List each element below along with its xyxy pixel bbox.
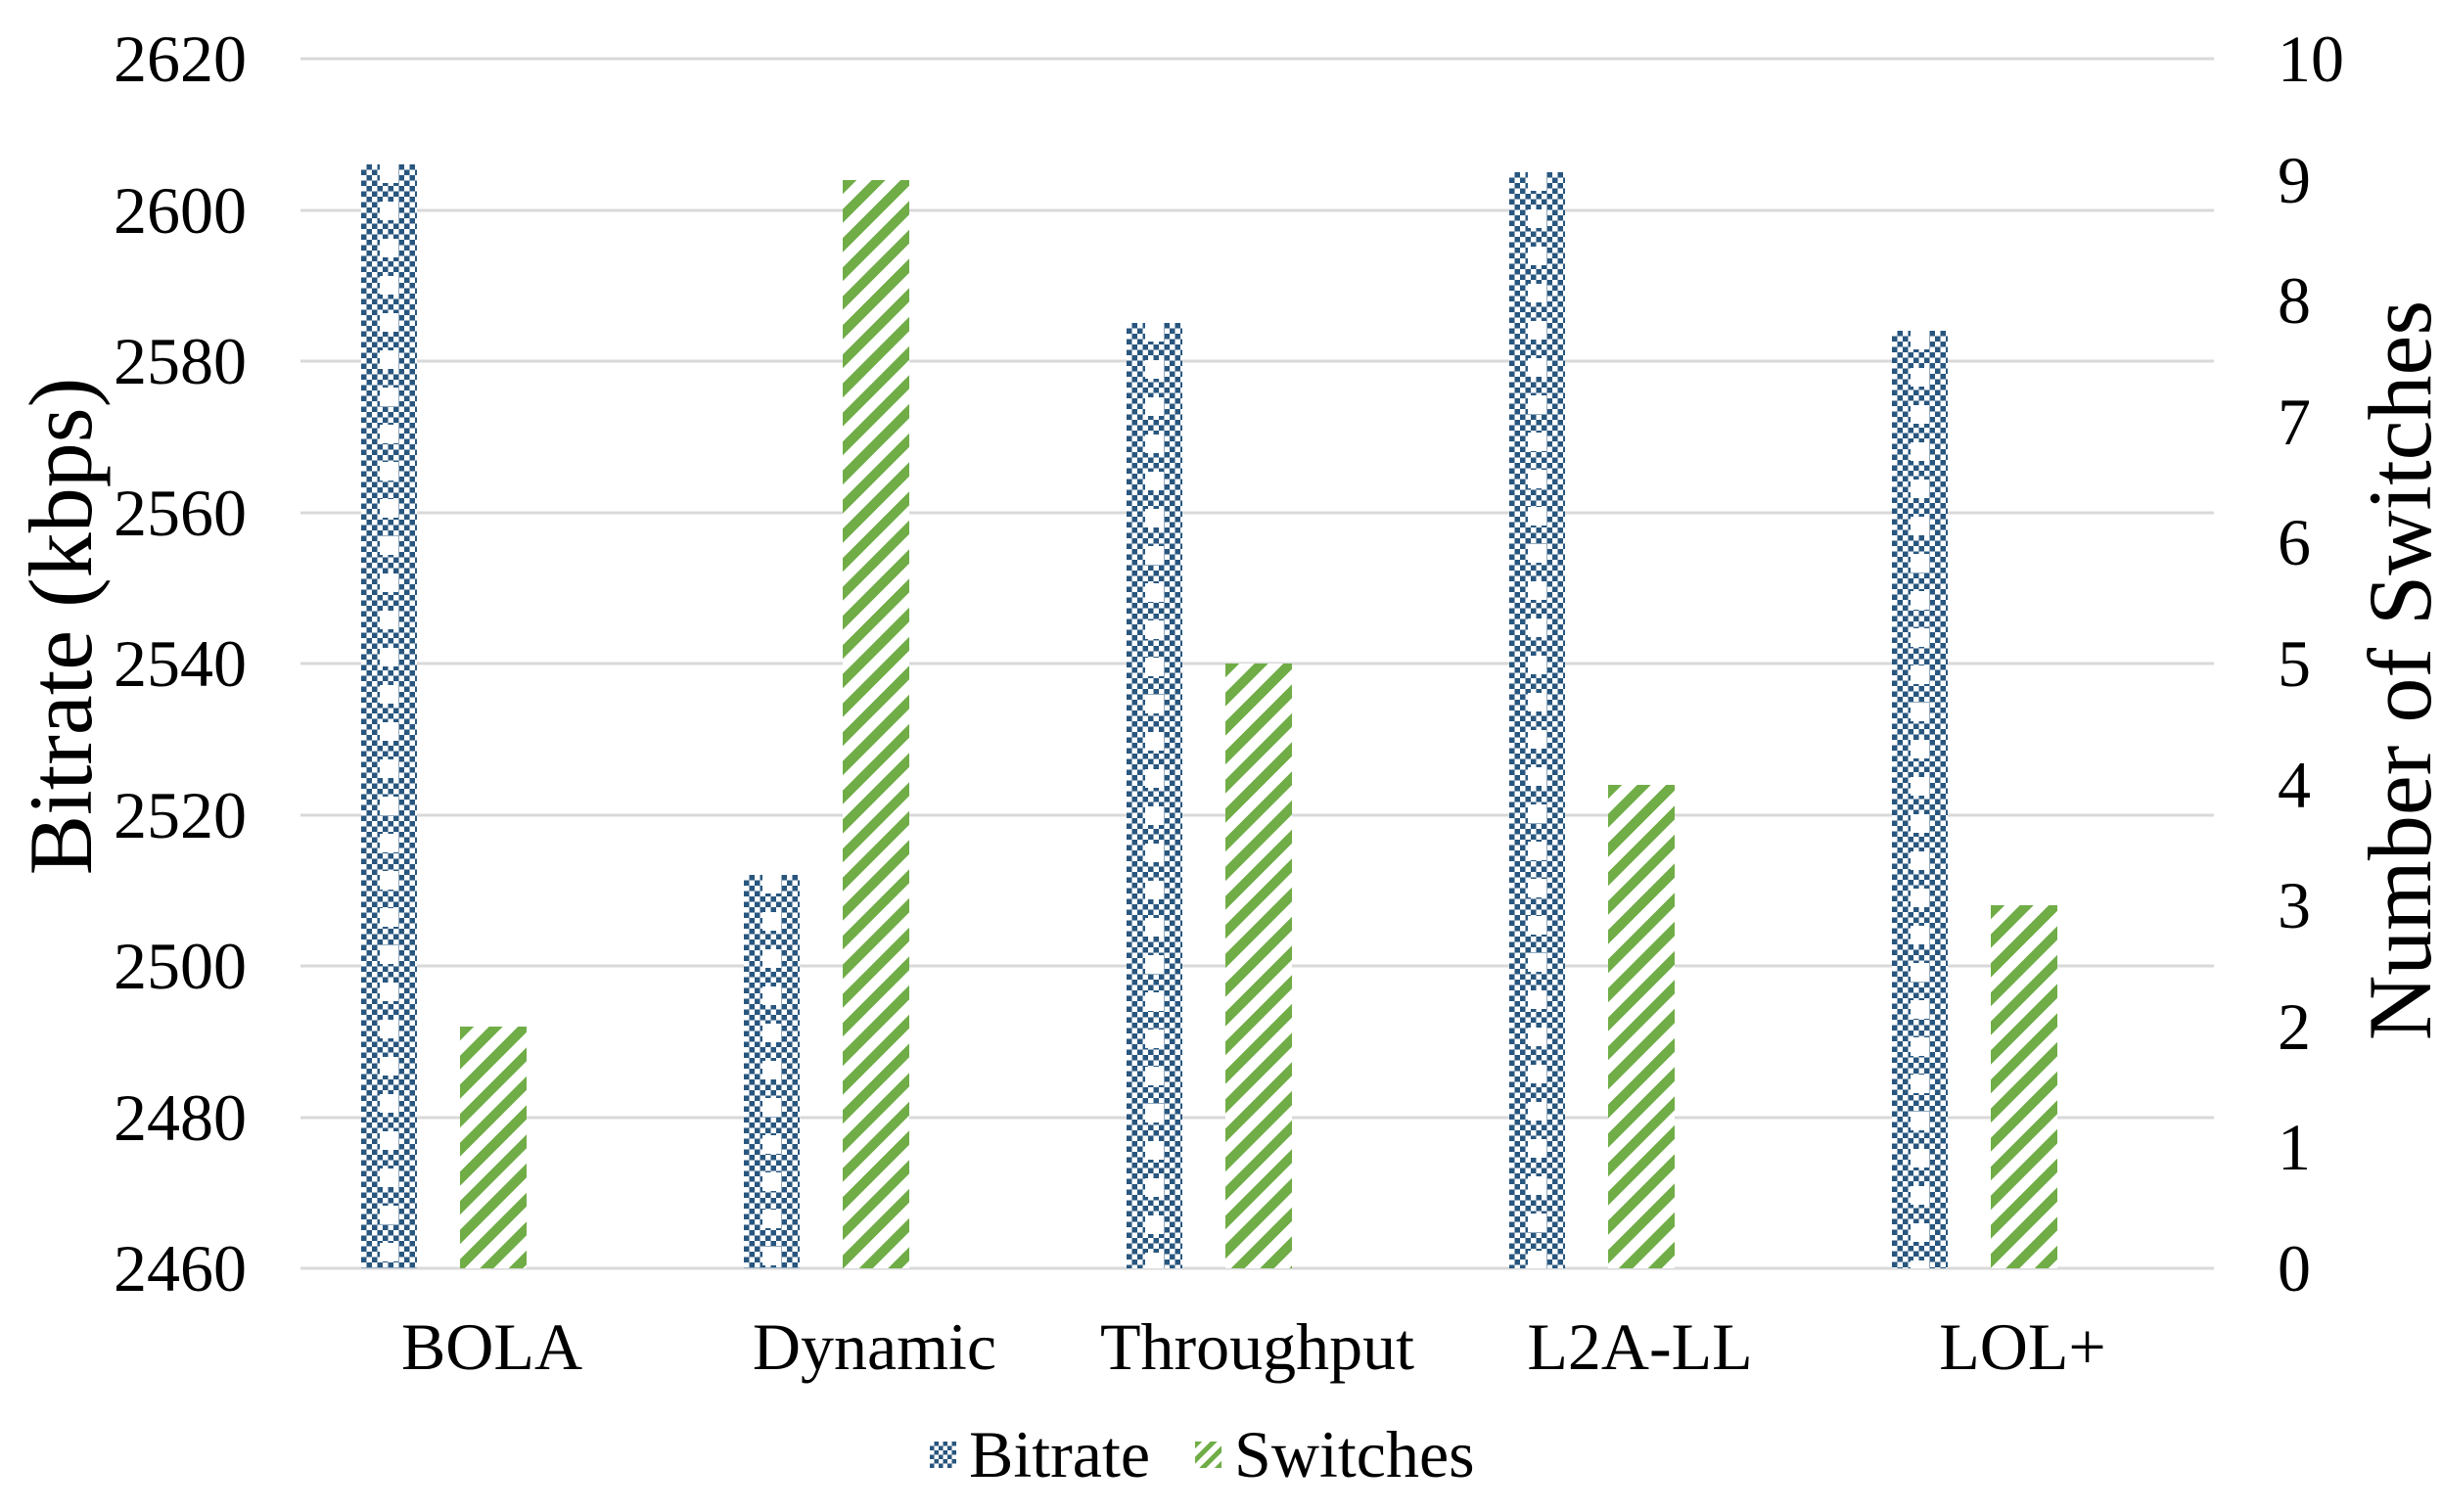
gridline [300,359,2214,363]
right-axis-tick: 9 [2278,142,2311,217]
legend-swatch-bitrate [930,1441,956,1468]
right-axis-tick: 4 [2278,747,2311,822]
legend-item: Switches [1195,1421,1475,1488]
right-axis-tick: 5 [2278,626,2311,701]
category-labels: BOLA Dynamic Throughput L2A-LL LOL+ [300,1313,2214,1380]
left-axis-tick: 2520 [114,777,247,852]
category-slot [1831,59,2214,1268]
category-label: L2A-LL [1527,1309,1753,1384]
bitrate-bar [1509,171,1565,1268]
right-axis-tick: 0 [2278,1231,2311,1306]
category-label: Throughput [1099,1309,1415,1384]
switches-bar [460,1026,527,1268]
bitrate-bar [1892,331,1948,1268]
plot-area [300,57,2214,1270]
legend-swatch-switches [1195,1441,1222,1468]
switches-bar [1225,664,1292,1268]
category-slot [1066,59,1449,1268]
gridline [300,511,2214,514]
category-slot [1449,59,1831,1268]
right-axis-tick: 1 [2278,1110,2311,1185]
bitrate-bar [744,875,800,1268]
gridline [300,1266,2214,1270]
left-axis-tick: 2580 [114,324,247,398]
category-label: BOLA [400,1309,583,1384]
switches-bar [1608,784,1675,1268]
left-axis-tick: 2480 [114,1079,247,1155]
right-axis-tick: 7 [2278,384,2311,459]
left-axis-tick: 2540 [114,626,247,701]
right-axis-tick: 2 [2278,988,2311,1064]
gridline [300,208,2214,211]
category-slot [683,59,1066,1268]
left-axis-tick: 2560 [114,475,247,550]
right-axis-tick: 3 [2278,868,2311,943]
left-axis-tick: 2600 [114,172,247,248]
left-axis-ticks: 2620 2600 2580 2560 2540 2520 2500 2480 2460 [0,25,247,1302]
switches-bar [843,179,909,1268]
legend-label: Switches [1234,1417,1475,1491]
legend-item: Bitrate [930,1421,1150,1488]
category-label: Dynamic [752,1309,997,1384]
right-axis-tick: 6 [2278,505,2311,580]
gridline [300,57,2214,61]
category-label: LOL+ [1939,1309,2106,1384]
right-axis-tick: 8 [2278,263,2311,339]
legend-label: Bitrate [969,1417,1151,1491]
left-axis-tick: 2460 [114,1231,247,1306]
left-axis-tick: 2620 [114,22,247,96]
left-axis-tick: 2500 [114,929,247,1003]
right-axis-tick: 10 [2278,22,2344,96]
switches-bar [1991,905,2057,1268]
bitrate-bar [361,164,417,1268]
category-slot [300,59,683,1268]
legend: Bitrate Switches [930,1421,1475,1488]
bitrate-bar [1127,323,1182,1268]
right-axis-ticks: 10 9 8 7 6 5 4 3 2 1 0 [2278,25,2442,1302]
